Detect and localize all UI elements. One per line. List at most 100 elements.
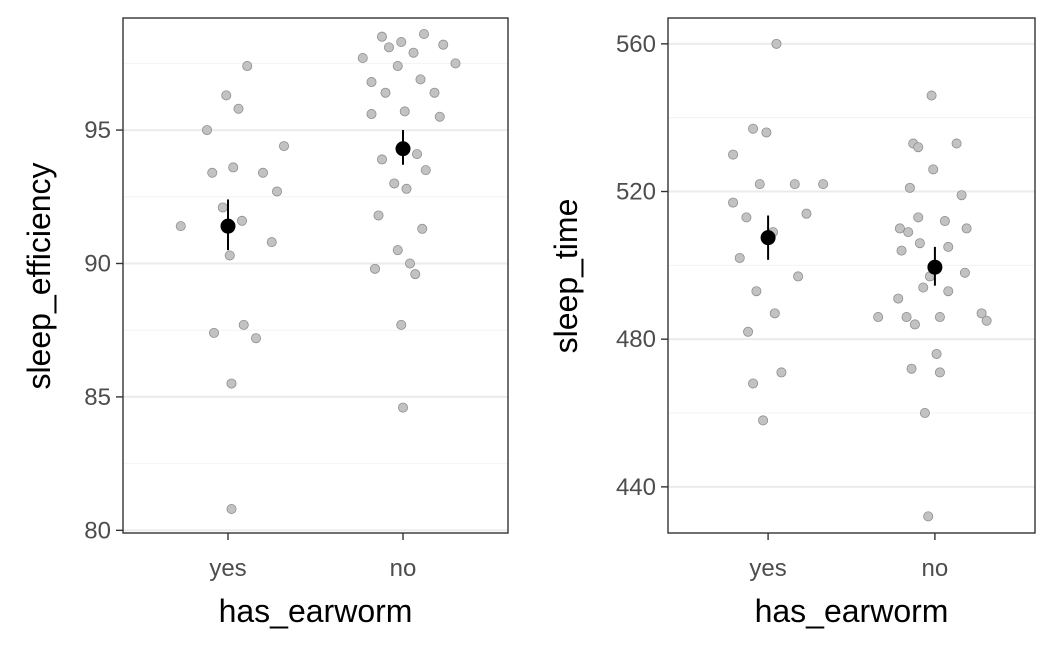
sleep-time-data-point-yes	[734, 252, 745, 263]
sleep-efficiency-data-point-yes	[217, 202, 228, 213]
sleep-time-x-tick-label-yes: yes	[749, 555, 786, 582]
sleep-time-data-point-yes	[801, 208, 812, 219]
sleep-efficiency-data-point-no	[411, 149, 422, 160]
sleep-efficiency-grid	[123, 62, 508, 532]
sleep-efficiency-data-point-no	[373, 210, 384, 221]
sleep-efficiency-data-point-no	[357, 53, 368, 64]
sleep-efficiency-y-axis-title: sleep_efficiency	[21, 162, 57, 389]
sleep-efficiency-y-tick-label: 80	[84, 517, 111, 544]
sleep-efficiency-mean-point-yes	[220, 218, 236, 234]
sleep-time-data-point-no	[961, 223, 972, 234]
sleep-time-data-point-no	[909, 319, 920, 330]
sleep-time-data-point-yes	[793, 271, 804, 282]
sleep-time-x-axis-title: has_earworm	[755, 593, 949, 629]
sleep-time-data-point-no	[981, 315, 992, 326]
sleep-efficiency-data-point-yes	[224, 250, 235, 261]
sleep-time-data-point-yes	[758, 415, 769, 426]
sleep-efficiency-data-point-no	[392, 61, 403, 72]
sleep-time-data-point-no	[923, 511, 934, 522]
sleep-efficiency-data-point-no	[410, 269, 421, 280]
sleep-efficiency-data-point-no	[434, 111, 445, 122]
sleep-efficiency-data-point-yes	[242, 61, 253, 72]
sleep-time-data-point-no	[943, 241, 954, 252]
sleep-time-data-point-yes	[789, 179, 800, 190]
sleep-time-y-tick-label: 560	[616, 31, 656, 58]
sleep-efficiency-y-ticks: 80 85 90 95	[84, 117, 123, 544]
sleep-efficiency-data-point-yes	[266, 237, 277, 248]
sleep-efficiency-data-point-no	[396, 37, 407, 48]
sleep-time-data-point-no	[894, 223, 905, 234]
sleep-time-data-point-no	[934, 367, 945, 378]
sleep-efficiency-data-point-no	[369, 263, 380, 274]
sleep-time-data-point-yes	[728, 149, 739, 160]
sleep-time-data-point-yes	[769, 308, 780, 319]
sleep-efficiency-x-ticks: yes no	[209, 533, 416, 582]
sleep-time-data-point-no	[956, 190, 967, 201]
sleep-efficiency-data-point-no	[450, 58, 461, 69]
sleep-time-panel: 440 480 520 560 yes no has_earworm sleep_tim…	[548, 17, 1036, 629]
sleep-time-mean-point-yes	[760, 230, 776, 246]
sleep-time-y-tick-label: 440	[616, 474, 656, 501]
sleep-time-panel-border	[667, 17, 1036, 534]
sleep-time-data-point-yes	[761, 127, 772, 138]
sleep-efficiency-data-point-yes	[238, 319, 249, 330]
sleep-time-data-point-no	[913, 142, 924, 153]
sleep-efficiency-y-tick-label: 85	[84, 384, 111, 411]
sleep-efficiency-data-point-no	[396, 319, 407, 330]
sleep-efficiency-data-point-yes	[236, 215, 247, 226]
sleep-time-data-point-no	[903, 227, 914, 238]
sleep-time-data-point-yes	[771, 38, 782, 49]
sleep-efficiency-y-tick-label: 95	[84, 117, 111, 144]
sleep-efficiency-data-point-no	[383, 42, 394, 53]
sleep-efficiency-data-point-no	[376, 31, 387, 42]
sleep-efficiency-data-point-yes	[257, 167, 268, 178]
sleep-time-data-point-yes	[748, 378, 759, 389]
sleep-efficiency-data-point-no	[404, 258, 415, 269]
sleep-time-y-tick-label: 480	[616, 326, 656, 353]
sleep-efficiency-data-point-yes	[207, 167, 218, 178]
sleep-efficiency-data-point-no	[399, 106, 410, 117]
sleep-efficiency-data-point-no	[438, 39, 449, 50]
sleep-efficiency-points	[175, 29, 461, 514]
sleep-efficiency-data-point-yes	[221, 90, 232, 101]
sleep-efficiency-data-point-yes	[226, 503, 237, 514]
sleep-efficiency-data-point-yes	[250, 333, 261, 344]
sleep-time-y-ticks: 440 480 520 560	[616, 31, 668, 501]
sleep-time-data-point-no	[934, 312, 945, 323]
sleep-efficiency-means	[220, 130, 411, 251]
sleep-time-data-point-yes	[728, 197, 739, 208]
sleep-time-data-point-no	[873, 312, 884, 323]
sleep-time-data-point-no	[906, 363, 917, 374]
sleep-efficiency-data-point-yes	[201, 125, 212, 136]
sleep-efficiency-data-point-no	[366, 77, 377, 88]
sleep-time-data-point-no	[918, 282, 929, 293]
sleep-time-data-point-no	[919, 408, 930, 419]
sleep-efficiency-data-point-no	[397, 402, 408, 413]
sleep-efficiency-data-point-no	[392, 245, 403, 256]
sleep-time-y-axis-title: sleep_time	[548, 199, 584, 354]
sleep-time-data-point-no	[901, 312, 912, 323]
sleep-efficiency-x-axis-title: has_earworm	[219, 593, 413, 629]
sleep-time-data-point-no	[896, 245, 907, 256]
sleep-efficiency-data-point-no	[366, 109, 377, 120]
sleep-time-points	[728, 38, 992, 522]
sleep-time-data-point-no	[939, 216, 950, 227]
sleep-time-data-point-no	[959, 267, 970, 278]
sleep-time-data-point-no	[914, 238, 925, 249]
sleep-time-data-point-yes	[743, 326, 754, 337]
sleep-efficiency-data-point-no	[429, 87, 440, 98]
sleep-efficiency-data-point-yes	[226, 378, 237, 389]
sleep-efficiency-panel-border	[122, 17, 509, 534]
sleep-efficiency-data-point-no	[417, 223, 428, 234]
sleep-time-x-tick-label-no: no	[922, 555, 949, 582]
sleep-time-data-point-no	[951, 138, 962, 149]
sleep-time-data-point-no	[893, 293, 904, 304]
sleep-time-data-point-yes	[776, 367, 787, 378]
sleep-time-data-point-no	[913, 212, 924, 223]
sleep-efficiency-data-point-yes	[208, 327, 219, 338]
sleep-time-data-point-no	[904, 182, 915, 193]
sleep-time-mean-point-no	[927, 259, 943, 275]
sleep-efficiency-data-point-yes	[233, 103, 244, 114]
